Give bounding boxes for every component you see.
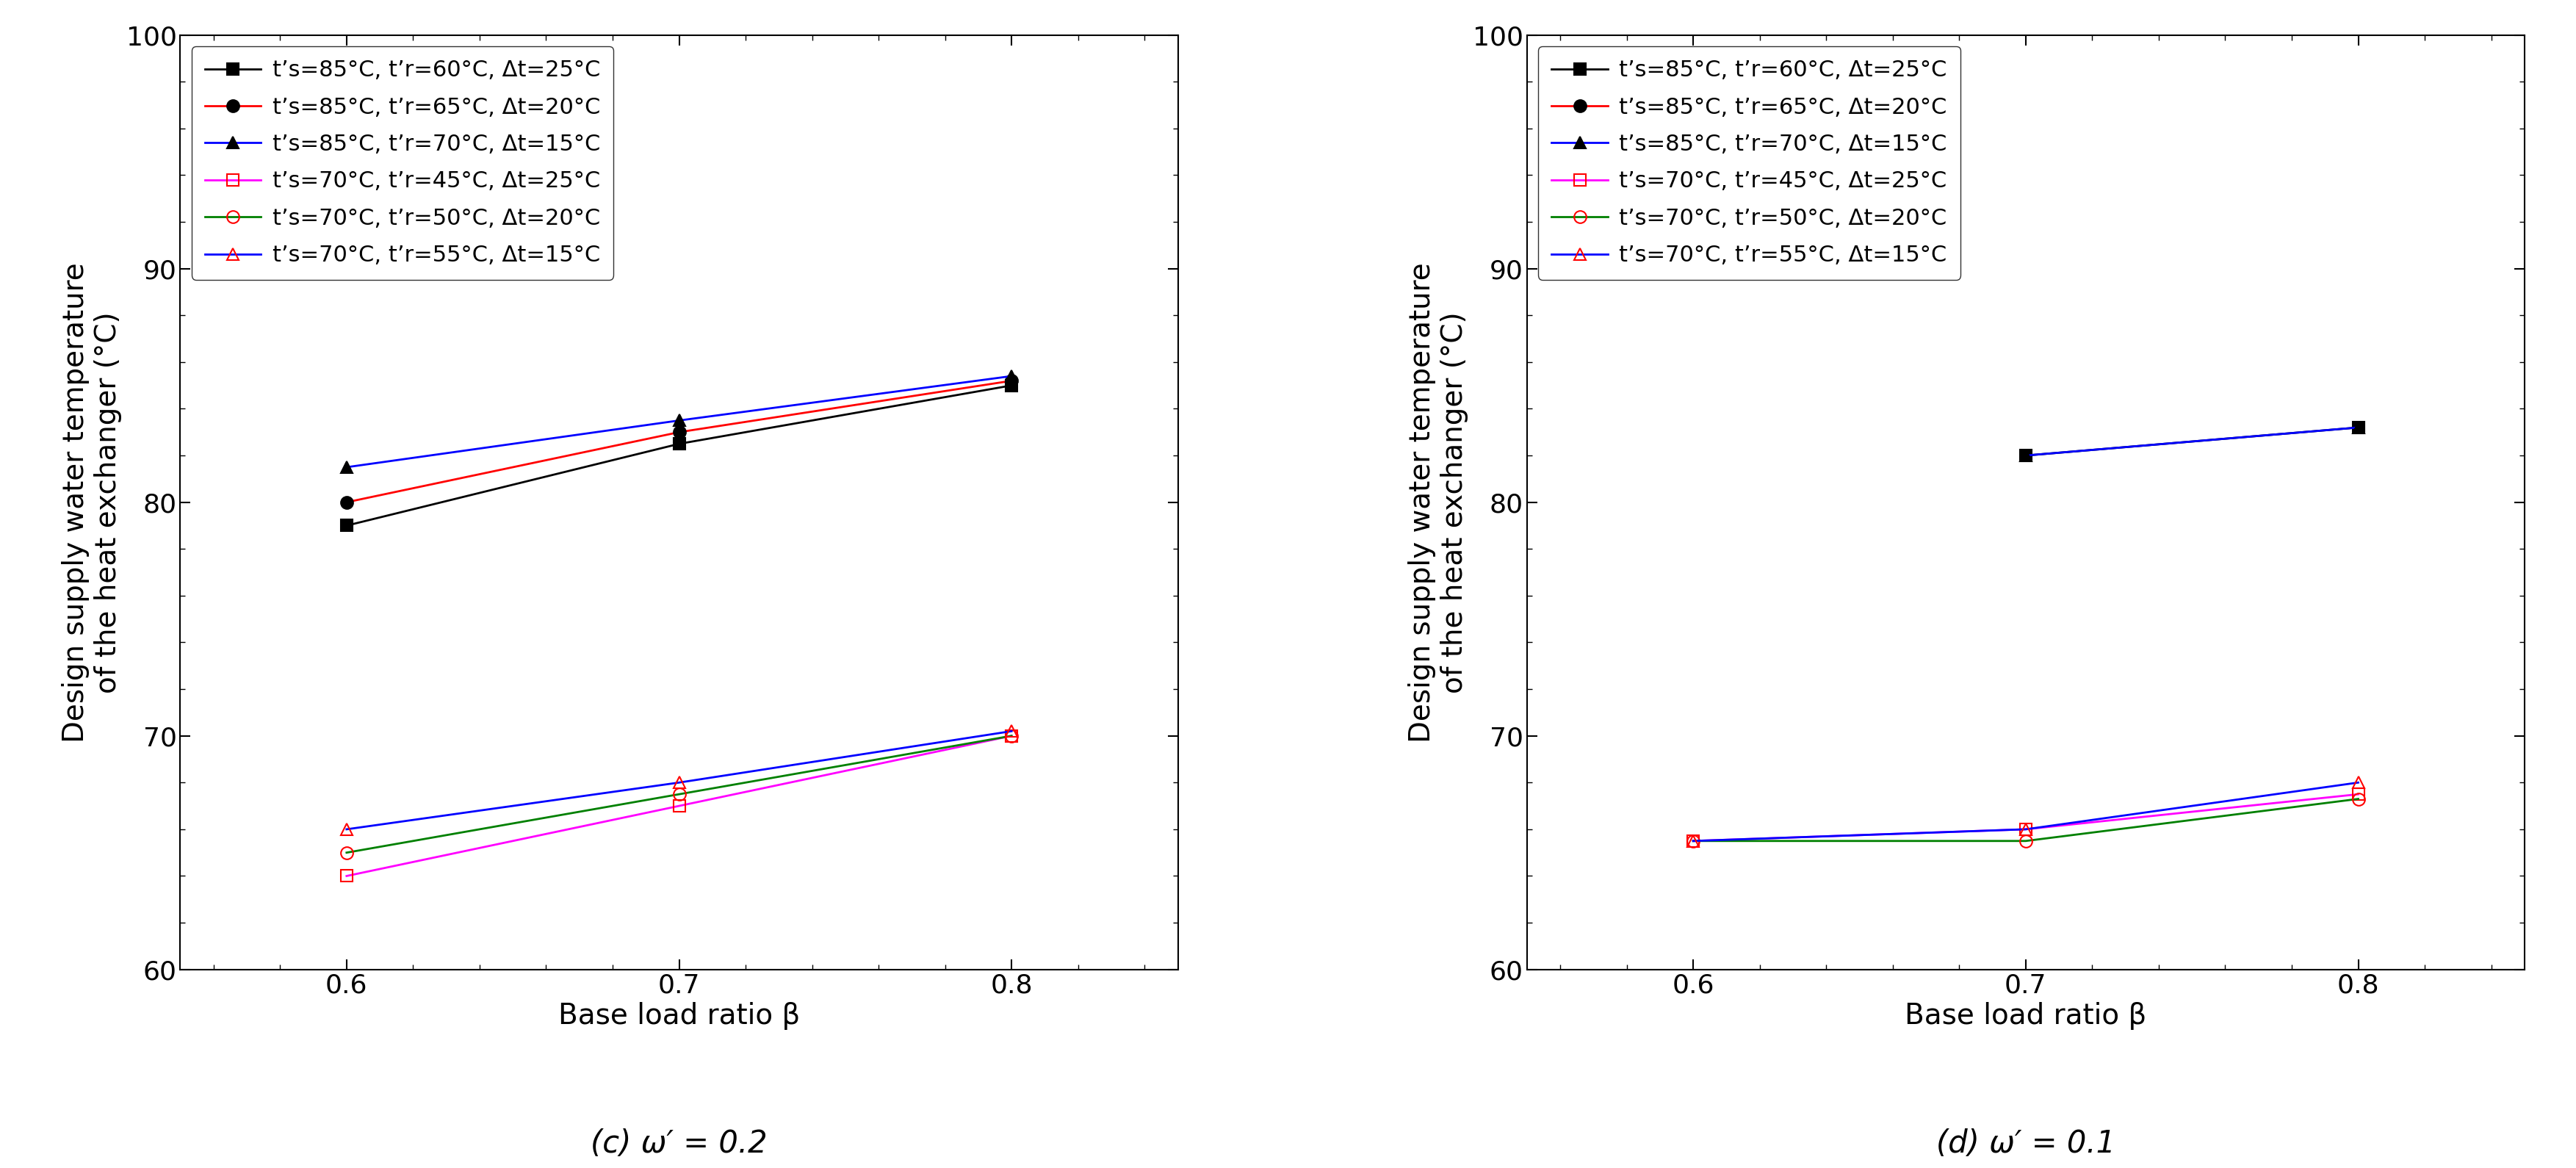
t’s=70°C, t’r=55°C, Δt=15°C <box>332 822 363 836</box>
t’s=85°C, t’r=70°C, Δt=15°C <box>2342 420 2372 434</box>
Text: (d) ω′ = 0.1: (d) ω′ = 0.1 <box>1937 1128 2115 1159</box>
Legend: t’s=85°C, t’r=60°C, Δt=25°C, t’s=85°C, t’r=65°C, Δt=20°C, t’s=85°C, t’r=70°C, Δt: t’s=85°C, t’r=60°C, Δt=25°C, t’s=85°C, t… <box>1538 47 1960 279</box>
Line: t’s=70°C, t’r=50°C, Δt=20°C: t’s=70°C, t’r=50°C, Δt=20°C <box>1687 793 2365 847</box>
Line: t’s=85°C, t’r=60°C, Δt=25°C: t’s=85°C, t’r=60°C, Δt=25°C <box>2020 422 2365 461</box>
X-axis label: Base load ratio β: Base load ratio β <box>1904 1002 2146 1030</box>
t’s=85°C, t’r=65°C, Δt=20°C <box>997 374 1028 388</box>
t’s=70°C, t’r=45°C, Δt=25°C <box>2342 787 2372 801</box>
t’s=85°C, t’r=65°C, Δt=20°C <box>332 495 363 509</box>
t’s=70°C, t’r=50°C, Δt=20°C <box>2342 792 2372 806</box>
t’s=70°C, t’r=45°C, Δt=25°C <box>332 869 363 883</box>
t’s=70°C, t’r=50°C, Δt=20°C <box>2009 834 2040 848</box>
t’s=85°C, t’r=60°C, Δt=25°C <box>332 519 363 533</box>
Line: t’s=85°C, t’r=70°C, Δt=15°C: t’s=85°C, t’r=70°C, Δt=15°C <box>2020 422 2365 461</box>
t’s=85°C, t’r=60°C, Δt=25°C <box>2009 449 2040 463</box>
Legend: t’s=85°C, t’r=60°C, Δt=25°C, t’s=85°C, t’r=65°C, Δt=20°C, t’s=85°C, t’r=70°C, Δt: t’s=85°C, t’r=60°C, Δt=25°C, t’s=85°C, t… <box>191 47 613 279</box>
Y-axis label: Design supply water temperature
of the heat exchanger (°C): Design supply water temperature of the h… <box>1409 262 1468 743</box>
t’s=85°C, t’r=70°C, Δt=15°C <box>997 369 1028 383</box>
t’s=70°C, t’r=50°C, Δt=20°C <box>332 846 363 860</box>
t’s=85°C, t’r=70°C, Δt=15°C <box>665 413 696 427</box>
t’s=85°C, t’r=60°C, Δt=25°C <box>665 437 696 451</box>
Line: t’s=85°C, t’r=70°C, Δt=15°C: t’s=85°C, t’r=70°C, Δt=15°C <box>340 370 1018 473</box>
t’s=85°C, t’r=60°C, Δt=25°C <box>997 378 1028 392</box>
t’s=85°C, t’r=65°C, Δt=20°C <box>665 425 696 439</box>
t’s=70°C, t’r=45°C, Δt=25°C <box>1677 834 1708 848</box>
Line: t’s=85°C, t’r=60°C, Δt=25°C: t’s=85°C, t’r=60°C, Δt=25°C <box>340 380 1018 531</box>
t’s=70°C, t’r=55°C, Δt=15°C <box>665 776 696 790</box>
Text: (c) ω′ = 0.2: (c) ω′ = 0.2 <box>590 1128 768 1159</box>
t’s=85°C, t’r=60°C, Δt=25°C <box>2342 420 2372 434</box>
Line: t’s=70°C, t’r=50°C, Δt=20°C: t’s=70°C, t’r=50°C, Δt=20°C <box>340 730 1018 858</box>
t’s=70°C, t’r=55°C, Δt=15°C <box>997 724 1028 738</box>
Y-axis label: Design supply water temperature
of the heat exchanger (°C): Design supply water temperature of the h… <box>62 262 121 743</box>
t’s=70°C, t’r=50°C, Δt=20°C <box>1677 834 1708 848</box>
Line: t’s=70°C, t’r=55°C, Δt=15°C: t’s=70°C, t’r=55°C, Δt=15°C <box>340 725 1018 835</box>
t’s=70°C, t’r=50°C, Δt=20°C <box>665 787 696 801</box>
t’s=70°C, t’r=45°C, Δt=25°C <box>997 729 1028 743</box>
t’s=85°C, t’r=70°C, Δt=15°C <box>2009 449 2040 463</box>
t’s=70°C, t’r=45°C, Δt=25°C <box>2009 822 2040 836</box>
Line: t’s=70°C, t’r=55°C, Δt=15°C: t’s=70°C, t’r=55°C, Δt=15°C <box>1687 777 2365 847</box>
t’s=70°C, t’r=55°C, Δt=15°C <box>2342 776 2372 790</box>
Line: t’s=85°C, t’r=65°C, Δt=20°C: t’s=85°C, t’r=65°C, Δt=20°C <box>340 375 1018 508</box>
t’s=70°C, t’r=50°C, Δt=20°C <box>997 729 1028 743</box>
t’s=85°C, t’r=70°C, Δt=15°C <box>332 460 363 474</box>
t’s=70°C, t’r=55°C, Δt=15°C <box>1677 834 1708 848</box>
X-axis label: Base load ratio β: Base load ratio β <box>559 1002 801 1030</box>
t’s=70°C, t’r=55°C, Δt=15°C <box>2009 822 2040 836</box>
Line: t’s=70°C, t’r=45°C, Δt=25°C: t’s=70°C, t’r=45°C, Δt=25°C <box>1687 788 2365 847</box>
Line: t’s=70°C, t’r=45°C, Δt=25°C: t’s=70°C, t’r=45°C, Δt=25°C <box>340 730 1018 882</box>
t’s=70°C, t’r=45°C, Δt=25°C <box>665 799 696 813</box>
